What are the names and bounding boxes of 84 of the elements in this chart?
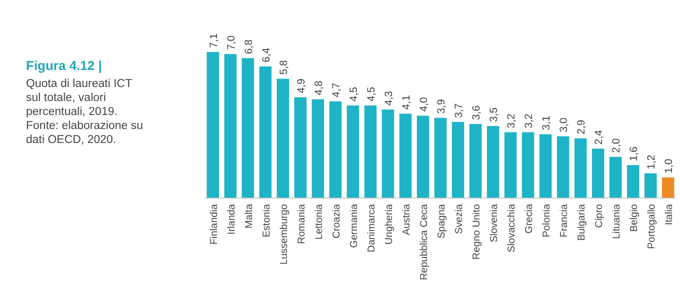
x-tick-label: Bulgaria xyxy=(576,204,588,241)
data-label: 5,8 xyxy=(278,60,290,75)
bar xyxy=(276,78,290,198)
data-label: 4,0 xyxy=(418,96,430,112)
bar xyxy=(434,118,447,198)
bar xyxy=(469,124,482,198)
data-label: 2,4 xyxy=(593,130,606,145)
x-tick-label: Malta xyxy=(244,204,255,228)
data-label: 4,5 xyxy=(348,86,360,102)
x-tick-label: Svezia xyxy=(454,204,466,234)
data-label: 1,6 xyxy=(628,146,640,162)
x-tick-label: Estonia xyxy=(261,204,272,238)
data-label: 2,9 xyxy=(576,120,588,134)
data-label: 7,1 xyxy=(208,33,220,48)
bar xyxy=(259,66,272,198)
data-label: 7,0 xyxy=(225,35,238,50)
data-label: 4,3 xyxy=(382,90,395,106)
x-tick-label: Irlanda xyxy=(226,204,238,235)
bar xyxy=(242,58,254,198)
bar xyxy=(539,134,552,198)
x-tick-label: Francia xyxy=(559,204,570,238)
bar xyxy=(609,156,622,198)
bar xyxy=(294,97,307,198)
bar xyxy=(504,132,517,198)
x-tick-label: Austria xyxy=(401,204,412,236)
data-label: 3,1 xyxy=(540,115,553,130)
bar xyxy=(346,105,360,198)
data-label: 1,2 xyxy=(646,154,658,170)
bar xyxy=(329,101,342,198)
data-label: 4,9 xyxy=(295,78,308,94)
x-tick-label: Slovenia xyxy=(489,204,500,242)
bar xyxy=(556,136,570,198)
bar xyxy=(574,138,587,198)
data-label: 3,2 xyxy=(523,113,536,128)
data-label: 2,0 xyxy=(610,138,623,153)
bar xyxy=(662,177,674,198)
text: Quota di laureati ICT sul totale, valori percentuali, 2019. xyxy=(26,78,132,118)
data-label: 3,2 xyxy=(506,113,518,128)
data-label: 3,5 xyxy=(488,107,500,122)
x-tick-label: Grecia xyxy=(524,204,536,234)
bar xyxy=(382,110,394,198)
text: Figura 4.12 | xyxy=(26,58,102,73)
x-tick-label: Croazia xyxy=(331,204,342,238)
x-tick-label: Lituania xyxy=(612,204,623,240)
data-label: 4,8 xyxy=(312,80,325,96)
data-label: 1,0 xyxy=(663,158,676,174)
data-label: 6,4 xyxy=(260,48,272,62)
bar xyxy=(312,99,324,198)
x-tick-label: Polonia xyxy=(542,204,553,238)
bar xyxy=(592,148,604,198)
data-label: 3,6 xyxy=(470,105,483,120)
x-tick-label: Portogallo xyxy=(646,204,658,250)
x-tick-label: Regno Unito xyxy=(472,204,483,260)
x-tick-label: Romania xyxy=(296,204,308,244)
x-tick-label: Repubblica Ceca xyxy=(418,204,430,280)
data-label: 4,7 xyxy=(330,82,342,98)
x-tick-label: Danimarca xyxy=(366,204,378,252)
bar xyxy=(644,173,657,198)
data-label: 4,5 xyxy=(365,86,378,102)
data-label: 4,1 xyxy=(400,94,412,110)
x-tick-label: Belgio xyxy=(629,204,640,232)
bar xyxy=(452,122,464,198)
data-label: 3,0 xyxy=(558,118,570,132)
data-label: 3,7 xyxy=(453,103,466,118)
x-tick-label: Germania xyxy=(348,204,360,248)
x-tick-label: Lussemburgo xyxy=(278,204,290,265)
x-tick-label: Slovacchia xyxy=(506,204,518,252)
bar xyxy=(399,114,412,198)
bar xyxy=(486,126,500,198)
data-label: 6,8 xyxy=(242,39,255,54)
x-tick-label: Spagna xyxy=(436,204,448,238)
x-tick-label: Cipro xyxy=(594,204,606,228)
data-label: 3,9 xyxy=(436,99,448,114)
bar xyxy=(224,54,237,198)
x-tick-label: Ungheria xyxy=(384,204,395,245)
source-note: Fonte: elaborazione su dati OECD, 2020. xyxy=(26,120,143,146)
x-tick-label: Lettonia xyxy=(314,204,325,240)
bar xyxy=(626,165,640,198)
x-tick-label: Finlandia xyxy=(208,204,220,245)
bar xyxy=(206,52,220,198)
bar xyxy=(364,105,377,198)
x-tick-label: Italia xyxy=(664,204,676,226)
bar xyxy=(416,116,430,198)
bar xyxy=(522,132,534,198)
